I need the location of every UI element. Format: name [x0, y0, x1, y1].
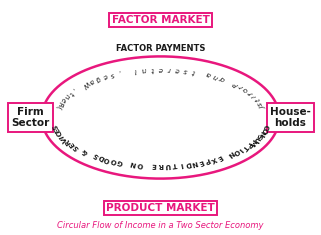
Text: s: s — [109, 71, 115, 78]
Text: M: M — [248, 137, 257, 146]
Text: s: s — [257, 101, 264, 106]
Text: X: X — [210, 155, 217, 163]
Text: P: P — [232, 80, 239, 87]
Text: N: N — [129, 160, 137, 167]
Text: t: t — [151, 66, 154, 72]
Text: d: d — [219, 74, 227, 82]
Text: r: r — [238, 83, 244, 90]
Text: R: R — [158, 162, 163, 168]
Text: S: S — [53, 124, 59, 130]
Text: C: C — [56, 130, 63, 137]
Text: (: ( — [55, 105, 62, 110]
Text: G: G — [116, 158, 124, 165]
Text: V: V — [61, 135, 69, 143]
Text: N: N — [226, 149, 235, 158]
Text: S: S — [255, 133, 263, 140]
Text: I: I — [134, 67, 137, 73]
Text: t: t — [191, 68, 196, 74]
Text: R: R — [65, 138, 73, 145]
Text: P: P — [204, 157, 211, 164]
Text: E: E — [68, 141, 76, 148]
Text: Firm
Sector: Firm Sector — [11, 107, 50, 128]
Text: &: & — [81, 147, 90, 156]
Text: e: e — [158, 66, 163, 72]
Text: g: g — [94, 74, 102, 82]
Text: U: U — [252, 135, 260, 143]
Text: I: I — [59, 134, 65, 139]
Text: O: O — [136, 161, 143, 168]
Text: FACTOR PAYMENTS: FACTOR PAYMENTS — [116, 44, 205, 53]
Text: House-
holds: House- holds — [270, 107, 311, 128]
Text: ,: , — [72, 87, 78, 92]
Text: e: e — [101, 72, 108, 80]
Text: n: n — [213, 72, 220, 80]
Text: o: o — [242, 86, 250, 93]
Text: t: t — [67, 90, 74, 96]
Text: f: f — [247, 90, 254, 95]
Text: D: D — [98, 153, 106, 161]
Text: E: E — [198, 158, 204, 165]
Text: I: I — [179, 161, 183, 168]
Text: O: O — [103, 155, 112, 163]
Text: a: a — [88, 77, 95, 85]
Text: R: R — [57, 100, 64, 107]
Text: E: E — [216, 153, 223, 161]
Text: r: r — [167, 66, 170, 72]
Text: t: t — [255, 98, 261, 102]
Text: O: O — [110, 156, 118, 164]
Text: ,: , — [117, 69, 122, 76]
Text: s: s — [183, 67, 188, 73]
Text: T: T — [241, 143, 249, 151]
Text: T: T — [171, 161, 177, 168]
Text: N: N — [257, 129, 265, 137]
Text: P: P — [245, 141, 253, 148]
Text: FACTOR MARKET: FACTOR MARKET — [112, 15, 209, 25]
Text: e: e — [175, 66, 180, 73]
Text: ): ) — [259, 105, 266, 110]
Text: O: O — [231, 147, 240, 156]
Text: n: n — [63, 93, 70, 100]
Text: a: a — [205, 70, 212, 78]
Text: Circular Flow of Income in a Two Sector Economy: Circular Flow of Income in a Two Sector … — [57, 221, 264, 230]
Text: U: U — [164, 162, 170, 168]
Text: D: D — [184, 160, 191, 167]
Text: E: E — [54, 127, 61, 133]
Text: n: n — [141, 66, 147, 73]
Text: C: C — [262, 124, 269, 130]
Text: N: N — [191, 159, 198, 166]
Text: e: e — [59, 97, 67, 103]
Text: S: S — [72, 143, 80, 151]
Text: W: W — [81, 79, 90, 88]
Text: S: S — [92, 152, 100, 159]
Text: PRODUCT MARKET: PRODUCT MARKET — [106, 203, 215, 213]
Text: E: E — [151, 162, 156, 168]
Text: i: i — [251, 94, 258, 98]
Text: O: O — [260, 127, 267, 134]
Text: I: I — [237, 146, 243, 152]
